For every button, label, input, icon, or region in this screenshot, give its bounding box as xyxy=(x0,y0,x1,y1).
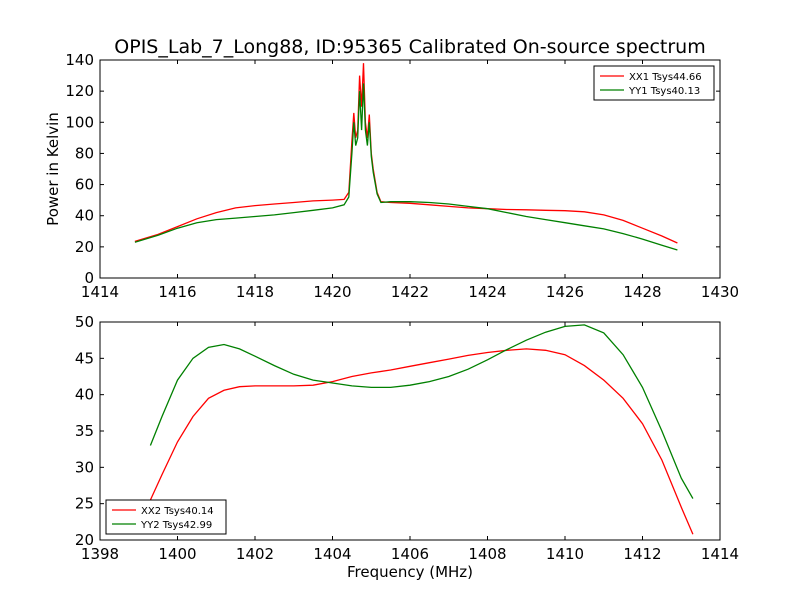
legend-1: XX1 Tsys44.66 YY1 Tsys40.13 xyxy=(593,65,715,101)
y-tick-label: 30 xyxy=(75,458,94,476)
figure-title: OPIS_Lab_7_Long88, ID:95365 Calibrated O… xyxy=(114,36,705,58)
series-line-2-1 xyxy=(149,348,694,535)
x-tick-label: 1422 xyxy=(391,283,429,301)
x-tick-label: 1400 xyxy=(158,545,196,563)
bottom-panel-spectrum: 1398 1400 1402 1404 1406 1408 1410 1412 1414 20 25… xyxy=(75,313,739,581)
x-tick-label: 1406 xyxy=(391,545,429,563)
legend-box xyxy=(593,65,715,101)
y-tick-label: 20 xyxy=(75,531,94,549)
y-tick-label: 60 xyxy=(75,176,94,194)
y-tick-label: 80 xyxy=(75,144,94,162)
y-tick-label: 0 xyxy=(84,269,94,287)
legend-label: YY1 Tsys40.13 xyxy=(628,86,700,97)
x-tick-label: 1398 xyxy=(81,545,119,563)
y-tick-label: 100 xyxy=(65,113,94,131)
x-tick-label: 1430 xyxy=(701,283,739,301)
y-tick-label: 45 xyxy=(75,349,94,367)
y-axis-label: Power in Kelvin xyxy=(44,112,62,226)
top-panel-power-spectrum: 1414 1416 1418 1420 1422 1424 1426 1428 1430 0 20 4… xyxy=(44,51,739,301)
x-tick-label: 1428 xyxy=(623,283,661,301)
y-tick-label: 50 xyxy=(75,313,94,331)
y-tick-label: 120 xyxy=(65,82,94,100)
x-tick-label: 1414 xyxy=(81,283,119,301)
y-tick-label: 40 xyxy=(75,207,94,225)
legend-label: YY2 Tsys42.99 xyxy=(140,520,212,531)
x-tick-label: 1408 xyxy=(468,545,506,563)
legend-label: XX1 Tsys44.66 xyxy=(629,72,702,83)
y-tick-label: 40 xyxy=(75,386,94,404)
series-line-2-2 xyxy=(149,324,694,499)
legend-label: XX2 Tsys40.14 xyxy=(141,506,214,517)
x-tick-label: 1424 xyxy=(468,283,506,301)
x-tick-label: 1404 xyxy=(313,545,351,563)
y-tick-label: 20 xyxy=(75,238,94,256)
y-tick-label: 140 xyxy=(65,51,94,69)
legend-box xyxy=(105,499,227,535)
y-tick-label: 35 xyxy=(75,422,94,440)
x-tick-label: 1410 xyxy=(546,545,584,563)
legend-2: XX2 Tsys40.14 YY2 Tsys42.99 xyxy=(105,499,227,535)
x-tick-label: 1418 xyxy=(236,283,274,301)
series-line-1-2 xyxy=(134,83,678,251)
x-tick-label: 1426 xyxy=(546,283,584,301)
x-tick-label: 1420 xyxy=(313,283,351,301)
y-tick-label: 25 xyxy=(75,495,94,513)
x-tick-label: 1416 xyxy=(158,283,196,301)
x-tick-label: 1402 xyxy=(236,545,274,563)
x-tick-label: 1414 xyxy=(701,545,739,563)
x-axis-label: Frequency (MHz) xyxy=(347,563,473,581)
x-tick-label: 1412 xyxy=(623,545,661,563)
